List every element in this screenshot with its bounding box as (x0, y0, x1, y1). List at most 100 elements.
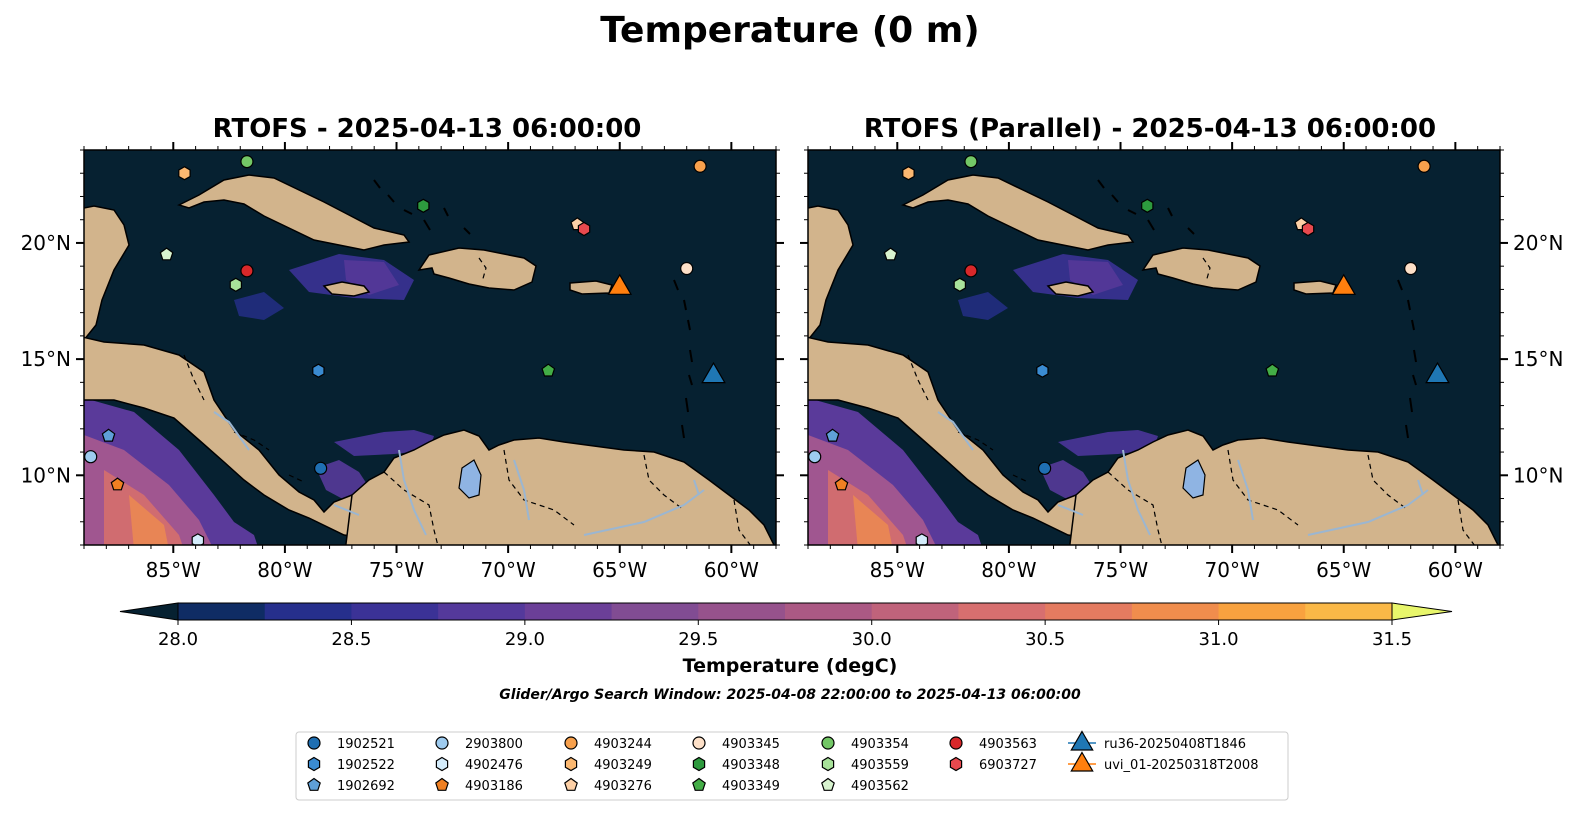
colorbar-bin (785, 603, 873, 620)
argo-float-marker (240, 155, 254, 169)
glider-marker (607, 273, 633, 295)
argo-float-marker (159, 247, 174, 261)
argo-float-marker (417, 198, 430, 213)
legend-item: 4903244 (564, 736, 652, 752)
legend-label: 4902476 (465, 758, 523, 773)
colorbar-bin (351, 603, 439, 620)
argo-float-marker (808, 450, 822, 464)
lon-tick-label: 80°W (981, 558, 1036, 582)
legend-float-marker (435, 736, 449, 750)
marker-layer (808, 155, 1450, 545)
legend-float-marker (821, 756, 835, 772)
legend-float-marker (307, 777, 321, 791)
map-frame (807, 149, 1501, 546)
argo-float-marker (84, 450, 98, 464)
legend-label: 4903349 (722, 779, 780, 794)
lon-tick-label: 65°W (592, 558, 647, 582)
argo-float-marker (191, 533, 205, 545)
colorbar-bin (1218, 603, 1306, 620)
argo-float-marker (101, 428, 116, 442)
glider-marker (701, 361, 726, 384)
argo-float-marker (240, 264, 254, 278)
legend-item: 4903249 (564, 756, 652, 773)
lon-tick-label: 70°W (481, 558, 536, 582)
legend-item: 2903800 (435, 736, 523, 752)
legend: 1902521 1902522 1902692 2903800 4902476 49031… (295, 730, 1289, 801)
lat-tick-label: 20°N (1513, 231, 1563, 255)
lat-tick-label: 10°N (1513, 463, 1563, 487)
legend-float-marker (435, 777, 449, 791)
legend-item: 1902692 (307, 777, 395, 794)
legend-label: 4903249 (594, 758, 652, 773)
colorbar-tick-label: 31.5 (1372, 629, 1412, 650)
argo-float-marker (229, 277, 242, 292)
lon-tick-label: 85°W (870, 558, 925, 582)
legend-label: 4903559 (851, 758, 909, 773)
argo-float-marker (178, 166, 191, 181)
lon-tick-label: 65°W (1316, 558, 1371, 582)
legend-item: 4903354 (821, 736, 909, 752)
legend-label: 4903276 (594, 779, 652, 794)
lon-tick-label: 80°W (257, 558, 312, 582)
legend-glider-marker (1070, 730, 1094, 751)
lon-tick-label: 70°W (1205, 558, 1260, 582)
glider-marker (1425, 361, 1450, 384)
figure-title: Temperature (0 m) (600, 10, 979, 51)
colorbar-bin (611, 603, 699, 620)
legend-item: 4902476 (435, 756, 523, 773)
legend-float-marker (307, 736, 321, 750)
argo-float-marker (1036, 363, 1049, 378)
legend-float-marker (307, 756, 321, 772)
colorbar-bin (524, 603, 613, 620)
legend-label: 1902521 (337, 737, 395, 752)
map-area (808, 150, 1500, 545)
argo-float-marker (693, 159, 707, 173)
colorbar-bin (1131, 603, 1220, 620)
legend-float-marker (564, 736, 578, 750)
argo-float-marker (825, 428, 840, 442)
colorbar-tick-label: 29.5 (678, 629, 718, 650)
legend-float-marker (821, 777, 835, 791)
lon-tick-label: 60°W (704, 558, 759, 582)
panel-title: RTOFS (Parallel) - 2025-04-13 06:00:00 (864, 114, 1436, 144)
legend-item: 1902521 (307, 736, 395, 752)
colorbar-tick-label: 28.5 (331, 629, 371, 650)
legend-item: 4903559 (821, 756, 909, 773)
legend-label: 4903348 (722, 758, 780, 773)
axis-ticks: 85°W 80°W 75°W 70°W 65°W 60°W 10°N 15°N 20°N (800, 142, 1563, 582)
glider-marker (1331, 273, 1357, 295)
argo-float-marker (964, 264, 978, 278)
legend-item: uvi_01-20250318T2008 (1068, 751, 1258, 773)
colorbar-tick-label: 30.0 (852, 629, 892, 650)
legend-label: ru36-20250408T1846 (1104, 737, 1246, 752)
legend-label: uvi_01-20250318T2008 (1104, 758, 1258, 773)
legend-label: 4903562 (851, 779, 909, 794)
colorbar-bin (871, 603, 960, 620)
colorbar-bin (958, 603, 1046, 620)
legend-float-marker (435, 756, 449, 772)
legend-item: 4903349 (692, 777, 780, 794)
legend-float-marker (692, 736, 706, 750)
legend-float-marker (949, 756, 963, 772)
colorbar-bin (1305, 603, 1393, 620)
colorbar-extend-max (1391, 602, 1453, 621)
argo-float-marker (902, 166, 915, 181)
argo-float-marker (1417, 159, 1431, 173)
colorbar-bin (1045, 603, 1133, 620)
lon-tick-label: 85°W (146, 558, 201, 582)
colorbar-bin (698, 603, 786, 620)
argo-float-marker (110, 477, 125, 491)
colorbar-frame (177, 602, 1393, 621)
argo-float-marker (1141, 198, 1154, 213)
legend-label: 4903354 (851, 737, 909, 752)
legend-label: 4903186 (465, 779, 523, 794)
colorbar-tick-label: 28.0 (158, 629, 198, 650)
argo-float-marker (883, 247, 898, 261)
legend-float-marker (564, 777, 578, 791)
map-panel-rtofs: RTOFS - 2025-04-13 06:00:00 85°W 80°W 75°W… (21, 114, 784, 582)
colorbar-tick-label: 31.0 (1199, 629, 1239, 650)
argo-float-marker (312, 363, 325, 378)
colorbar-tick-label: 30.5 (1025, 629, 1065, 650)
lat-tick-label: 10°N (21, 463, 71, 487)
